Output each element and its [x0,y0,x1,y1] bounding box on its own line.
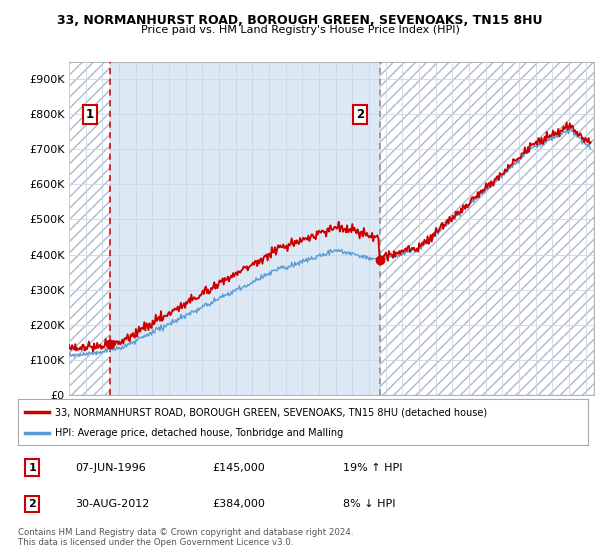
Text: 2: 2 [28,499,36,509]
Text: 1: 1 [28,463,36,473]
Bar [69,62,110,395]
Text: 33, NORMANHURST ROAD, BOROUGH GREEN, SEVENOAKS, TN15 8HU: 33, NORMANHURST ROAD, BOROUGH GREEN, SEV… [57,14,543,27]
Text: £145,000: £145,000 [212,463,265,473]
Text: 2: 2 [356,108,364,121]
Bar [380,62,594,395]
Text: 30-AUG-2012: 30-AUG-2012 [75,499,149,509]
Text: Contains HM Land Registry data © Crown copyright and database right 2024.
This d: Contains HM Land Registry data © Crown c… [18,528,353,547]
Text: £384,000: £384,000 [212,499,265,509]
Text: 19% ↑ HPI: 19% ↑ HPI [343,463,403,473]
Text: Price paid vs. HM Land Registry's House Price Index (HPI): Price paid vs. HM Land Registry's House … [140,25,460,35]
Text: 07-JUN-1996: 07-JUN-1996 [75,463,146,473]
Text: 8% ↓ HPI: 8% ↓ HPI [343,499,395,509]
Text: HPI: Average price, detached house, Tonbridge and Malling: HPI: Average price, detached house, Tonb… [55,428,343,438]
Text: 1: 1 [86,108,94,121]
Text: 33, NORMANHURST ROAD, BOROUGH GREEN, SEVENOAKS, TN15 8HU (detached house): 33, NORMANHURST ROAD, BOROUGH GREEN, SEV… [55,407,487,417]
